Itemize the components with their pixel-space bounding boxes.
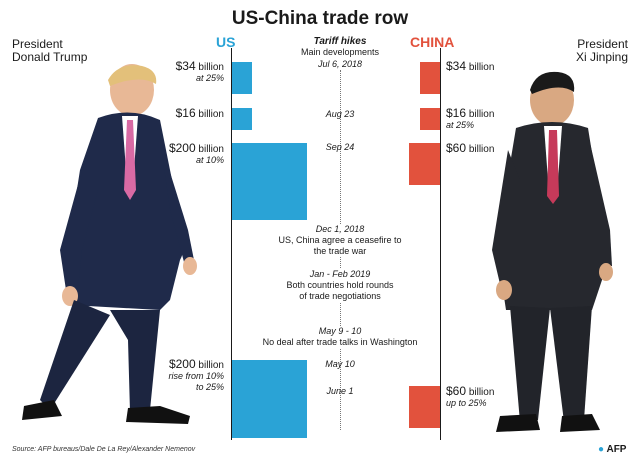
tariff-subtitle: Main developments	[300, 47, 380, 57]
xi-label-name: Xi Jinping	[575, 50, 628, 64]
note: at 10%	[195, 155, 224, 165]
event-date: Jul 6, 2018	[250, 59, 430, 70]
afp-logo-text: AFP	[606, 444, 627, 455]
event-date: Aug 23	[325, 109, 355, 119]
unit: billion	[198, 360, 224, 371]
us-tariff-label: $200 billion at 10%	[168, 141, 224, 166]
china-tariff-label: $60 billion	[446, 141, 495, 155]
trump-label-name: Donald Trump	[12, 50, 88, 64]
us-tariff-label: $16 billion	[175, 106, 224, 120]
unit: billion	[468, 144, 495, 155]
unit: billion	[198, 144, 224, 155]
amount: $200	[168, 141, 196, 155]
event-date: Dec 1, 2018	[315, 224, 365, 234]
trump-photo	[22, 64, 197, 424]
amount: $60	[446, 141, 467, 155]
event-date: Jan - Feb 2019	[309, 269, 371, 279]
china-tariff-bar	[420, 108, 440, 130]
xi-label: President Xi Jinping	[576, 38, 628, 64]
event-text: No deal after trade talks in Washington	[262, 337, 418, 347]
amount: $200	[168, 357, 196, 371]
china-tariff-label: $60 billion up to 25%	[446, 384, 495, 409]
source-credit: Source: AFP bureaus/Dale De La Rey/Alexa…	[12, 446, 196, 453]
unit: billion	[468, 387, 495, 398]
event-ceasefire: Dec 1, 2018 US, China agree a ceasefire …	[250, 224, 430, 257]
event-text: of trade negotiations	[299, 291, 381, 301]
us-tariff-bar	[232, 108, 252, 130]
event-date: June 1	[326, 386, 354, 396]
event-text: US, China agree a ceasefire to	[278, 235, 402, 245]
amount: $34	[175, 59, 196, 73]
unit: billion	[198, 109, 224, 120]
note: at 25%	[195, 73, 224, 83]
amount: $16	[446, 106, 467, 120]
us-tariff-label: $34 billion at 25%	[175, 59, 224, 84]
tariff-title: Tariff hikes	[313, 36, 367, 47]
event-date: May 9 - 10	[318, 326, 362, 336]
amount: $16	[175, 106, 196, 120]
us-tariff-label: $200 billion rise from 10% to 25%	[168, 357, 224, 393]
amount: $34	[446, 59, 467, 73]
unit: billion	[198, 62, 224, 73]
unit: billion	[468, 62, 495, 73]
amount: $60	[446, 384, 467, 398]
china-tariff-label: $16 billion at 25%	[446, 106, 495, 131]
event-negotiations: Jan - Feb 2019 Both countries hold round…	[250, 269, 430, 302]
trump-label: President Donald Trump	[12, 38, 87, 64]
event-text: the trade war	[313, 246, 367, 256]
us-tariff-bar	[232, 62, 252, 94]
event-no-deal: May 9 - 10 No deal after trade talks in …	[250, 326, 430, 348]
unit: billion	[468, 109, 495, 120]
us-header: US	[216, 34, 236, 50]
event-text: Both countries hold rounds	[286, 280, 394, 290]
china-header: CHINA	[410, 34, 455, 50]
note: at 25%	[446, 120, 475, 130]
us-axis-line	[231, 48, 232, 440]
us-tariff-bar	[232, 360, 307, 438]
note: up to 25%	[446, 398, 487, 408]
china-tariff-bar	[420, 62, 440, 94]
china-tariff-bar	[408, 143, 440, 185]
note: to 25%	[195, 382, 224, 392]
afp-logo: ● AFP	[598, 444, 627, 455]
event-date: Sep 24	[325, 142, 355, 152]
event-date: May 10	[325, 359, 355, 369]
us-tariff-bar	[232, 143, 307, 220]
trump-label-role: President	[12, 37, 63, 51]
page-title: US-China trade row	[231, 8, 409, 29]
xi-label-role: President	[577, 37, 628, 51]
china-axis-line	[440, 48, 441, 440]
china-tariff-bar	[408, 386, 440, 428]
xi-photo	[492, 71, 613, 432]
china-tariff-label: $34 billion	[446, 59, 495, 73]
note: rise from 10%	[168, 371, 224, 381]
